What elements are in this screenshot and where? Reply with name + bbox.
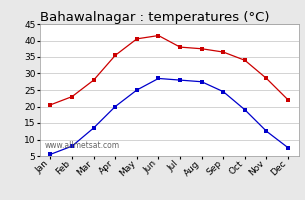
Text: Bahawalnagar : temperatures (°C): Bahawalnagar : temperatures (°C) [40,11,269,24]
Text: www.allmetsat.com: www.allmetsat.com [45,141,120,150]
